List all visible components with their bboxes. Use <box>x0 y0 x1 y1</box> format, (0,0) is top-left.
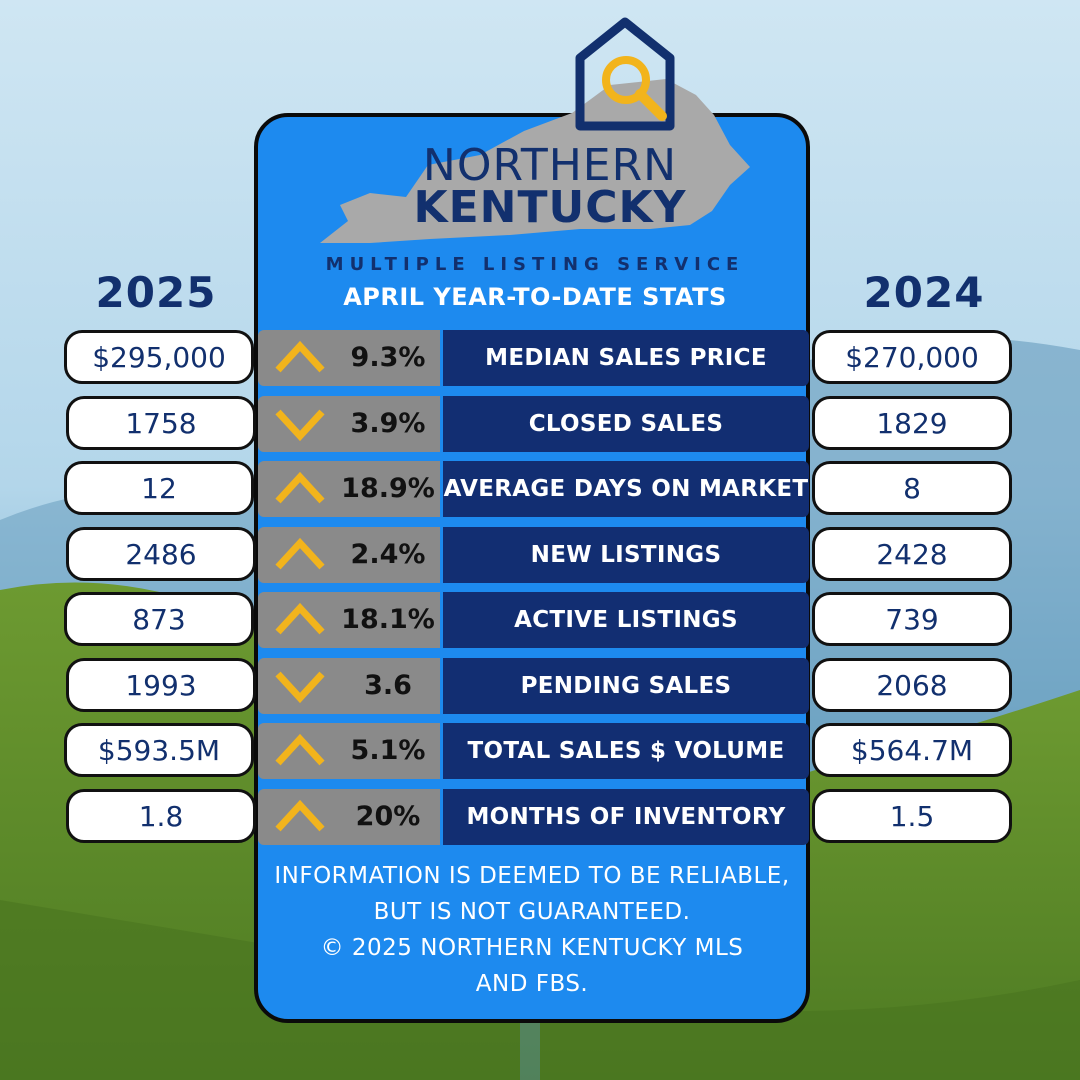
brand-line1: NORTHERN <box>422 140 678 191</box>
current-value: $593.5M <box>64 723 254 777</box>
change-cell: 5.1% <box>258 723 440 779</box>
previous-value: $270,000 <box>812 330 1012 384</box>
current-value: 1.8 <box>66 789 256 843</box>
previous-value: 739 <box>812 592 1012 646</box>
previous-value: 8 <box>812 461 1012 515</box>
change-percent: 18.9% <box>341 473 435 504</box>
previous-value: 1829 <box>812 396 1012 450</box>
disclaimer: INFORMATION IS DEEMED TO BE RELIABLE, BU… <box>262 858 802 1002</box>
previous-value: 1.5 <box>812 789 1012 843</box>
chevron-down-icon <box>275 409 325 442</box>
current-value: 1993 <box>66 658 256 712</box>
previous-year-heading: 2024 <box>863 268 985 317</box>
disclaimer-line: AND FBS. <box>475 971 589 997</box>
page-subtitle: APRIL YEAR-TO-DATE STATS <box>343 283 727 311</box>
change-cell: 9.3% <box>258 330 440 386</box>
change-percent: 3.6 <box>364 670 412 701</box>
disclaimer-line: INFORMATION IS DEEMED TO BE RELIABLE, <box>274 863 790 889</box>
change-percent: 18.1% <box>341 604 435 635</box>
metric-label: ACTIVE LISTINGS <box>443 592 809 648</box>
chevron-down-icon <box>275 671 325 704</box>
chevron-up-icon <box>275 340 325 373</box>
previous-value: $564.7M <box>812 723 1012 777</box>
metric-label: MEDIAN SALES PRICE <box>443 330 809 386</box>
chevron-up-icon <box>275 602 325 635</box>
change-cell: 2.4% <box>258 527 440 583</box>
change-cell: 18.9% <box>258 461 440 517</box>
metric-label: NEW LISTINGS <box>443 527 809 583</box>
chevron-up-icon <box>275 537 325 570</box>
metric-label: TOTAL SALES $ VOLUME <box>443 723 809 779</box>
disclaimer-line: BUT IS NOT GUARANTEED. <box>373 899 691 925</box>
house-magnifier-icon <box>575 17 675 131</box>
change-percent: 3.9% <box>350 408 426 439</box>
metric-label: PENDING SALES <box>443 658 809 714</box>
disclaimer-line: © 2025 NORTHERN KENTUCKY MLS <box>320 935 744 961</box>
change-percent: 2.4% <box>350 539 426 570</box>
change-cell: 18.1% <box>258 592 440 648</box>
metric-label: AVERAGE DAYS ON MARKET <box>443 461 809 517</box>
change-percent: 20% <box>355 801 421 832</box>
change-percent: 9.3% <box>350 342 426 373</box>
current-value: 2486 <box>66 527 256 581</box>
chevron-up-icon <box>275 471 325 504</box>
metric-label: MONTHS OF INVENTORY <box>443 789 809 845</box>
current-value: 1758 <box>66 396 256 450</box>
current-year-heading: 2025 <box>95 268 217 317</box>
brand-tagline: MULTIPLE LISTING SERVICE <box>325 254 745 275</box>
current-value: $295,000 <box>64 330 254 384</box>
chevron-up-icon <box>275 799 325 832</box>
brand-line2: KENTUCKY <box>413 182 687 233</box>
current-value: 873 <box>64 592 254 646</box>
metric-label: CLOSED SALES <box>443 396 809 452</box>
change-percent: 5.1% <box>350 735 426 766</box>
change-cell: 20% <box>258 789 440 845</box>
current-value: 12 <box>64 461 254 515</box>
change-cell: 3.6 <box>258 658 440 714</box>
previous-value: 2068 <box>812 658 1012 712</box>
previous-value: 2428 <box>812 527 1012 581</box>
chevron-up-icon <box>275 733 325 766</box>
change-cell: 3.9% <box>258 396 440 452</box>
kentucky-outline-icon <box>320 79 750 243</box>
